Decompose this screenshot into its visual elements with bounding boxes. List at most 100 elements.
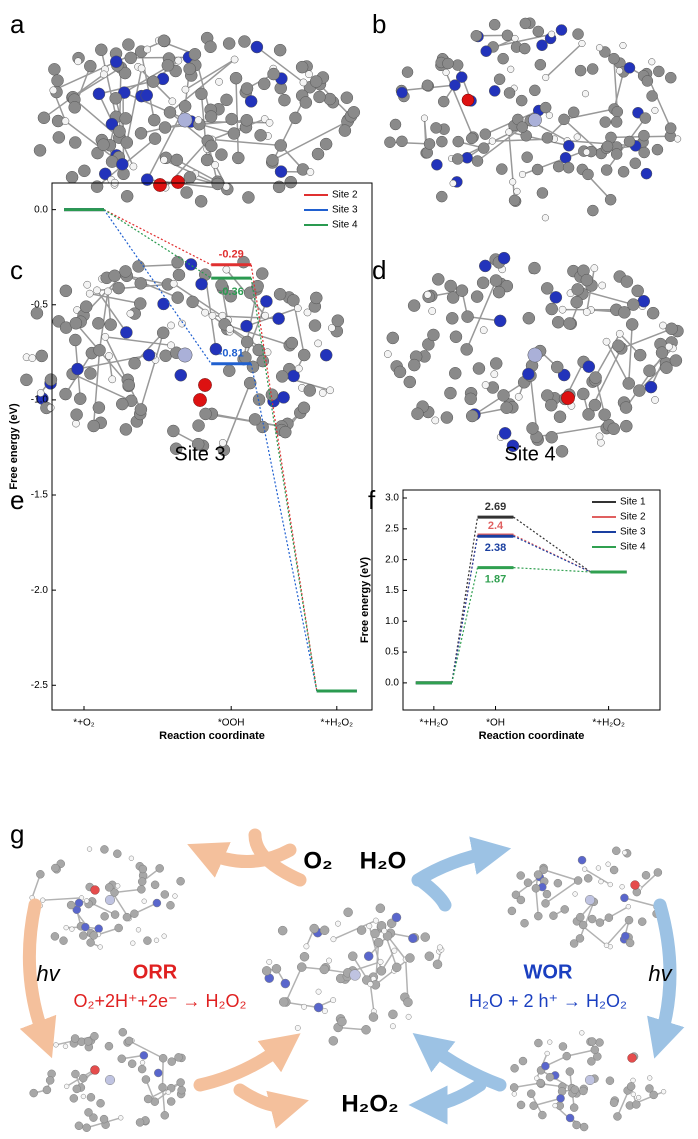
atom bbox=[411, 407, 424, 420]
y-tick-label: 2.0 bbox=[385, 554, 399, 565]
atom bbox=[368, 1012, 379, 1022]
atom bbox=[46, 403, 55, 412]
atom bbox=[573, 133, 581, 141]
atom bbox=[408, 358, 421, 372]
atom bbox=[555, 445, 569, 458]
reactant: H₂O bbox=[360, 847, 407, 874]
atom bbox=[549, 291, 563, 304]
atom bbox=[615, 67, 624, 75]
atom bbox=[315, 988, 322, 995]
metal-atom bbox=[177, 112, 193, 128]
atom bbox=[401, 66, 414, 78]
atom bbox=[161, 933, 167, 939]
oxygen-atom bbox=[193, 393, 207, 407]
connector bbox=[250, 278, 318, 692]
atom bbox=[117, 1054, 126, 1064]
atom bbox=[617, 166, 630, 178]
atom bbox=[194, 195, 208, 208]
atom bbox=[620, 275, 634, 288]
atom bbox=[331, 314, 345, 327]
atom bbox=[638, 146, 650, 159]
bond bbox=[72, 373, 132, 402]
atom bbox=[586, 63, 599, 75]
atom bbox=[35, 349, 48, 363]
atom bbox=[137, 885, 146, 894]
arrow bbox=[19, 898, 57, 1059]
atom bbox=[615, 329, 624, 338]
bond bbox=[256, 46, 304, 84]
atom bbox=[257, 77, 271, 91]
atom bbox=[449, 79, 461, 91]
atom bbox=[514, 392, 523, 401]
atom bbox=[254, 129, 267, 142]
atom bbox=[169, 279, 178, 288]
atom bbox=[625, 318, 639, 331]
atom bbox=[272, 312, 285, 325]
atom bbox=[389, 1023, 396, 1030]
atom bbox=[470, 30, 483, 42]
atom bbox=[155, 864, 164, 873]
bond bbox=[211, 138, 281, 147]
atom bbox=[205, 139, 218, 153]
atom bbox=[129, 162, 138, 171]
bond bbox=[42, 897, 82, 901]
atom bbox=[347, 106, 361, 119]
site-label: Site 4 bbox=[504, 443, 555, 465]
molecule bbox=[509, 1030, 667, 1132]
atom bbox=[274, 139, 288, 152]
atom bbox=[222, 265, 231, 274]
arrow bbox=[193, 1033, 301, 1092]
atom bbox=[579, 1086, 588, 1096]
atom bbox=[493, 314, 507, 328]
atom bbox=[147, 75, 160, 88]
atom bbox=[624, 915, 634, 925]
metal-atom bbox=[584, 1074, 596, 1086]
atom bbox=[587, 914, 597, 924]
molecule bbox=[384, 17, 682, 222]
atom bbox=[93, 343, 106, 357]
panel-label: g bbox=[10, 819, 24, 849]
atom bbox=[579, 1030, 585, 1036]
atom bbox=[587, 1057, 596, 1066]
atom bbox=[280, 978, 291, 989]
atom bbox=[630, 1077, 636, 1084]
atom bbox=[553, 878, 563, 888]
atom bbox=[273, 287, 287, 301]
atom bbox=[498, 427, 512, 440]
value-label: -0.36 bbox=[219, 286, 244, 298]
atom bbox=[240, 335, 254, 349]
atom bbox=[548, 30, 556, 38]
atom bbox=[405, 953, 415, 963]
atom bbox=[653, 65, 665, 78]
atom bbox=[96, 1099, 105, 1108]
atom bbox=[442, 57, 454, 70]
atom bbox=[599, 116, 612, 128]
atom bbox=[507, 65, 515, 73]
atom bbox=[544, 1050, 550, 1057]
atom bbox=[552, 1102, 558, 1109]
atom bbox=[595, 432, 604, 441]
atom bbox=[116, 158, 129, 171]
atom bbox=[386, 331, 400, 345]
atom bbox=[570, 295, 583, 309]
metal-atom bbox=[584, 894, 596, 906]
atom bbox=[323, 92, 337, 106]
atom bbox=[620, 893, 629, 903]
atom bbox=[122, 378, 135, 392]
product: H₂O₂ bbox=[341, 1090, 398, 1117]
atom bbox=[578, 39, 586, 48]
atom bbox=[605, 1076, 615, 1085]
atom bbox=[430, 122, 442, 134]
atom bbox=[167, 341, 175, 350]
atom bbox=[597, 438, 605, 447]
atom bbox=[48, 63, 61, 76]
atom bbox=[157, 34, 171, 48]
atom bbox=[427, 328, 440, 342]
atom bbox=[455, 71, 468, 83]
atom bbox=[518, 170, 527, 178]
x-tick-label: *OH bbox=[486, 718, 505, 729]
atom bbox=[526, 1089, 536, 1098]
atom bbox=[609, 1098, 619, 1108]
atom bbox=[403, 997, 413, 1008]
atom bbox=[181, 85, 190, 94]
